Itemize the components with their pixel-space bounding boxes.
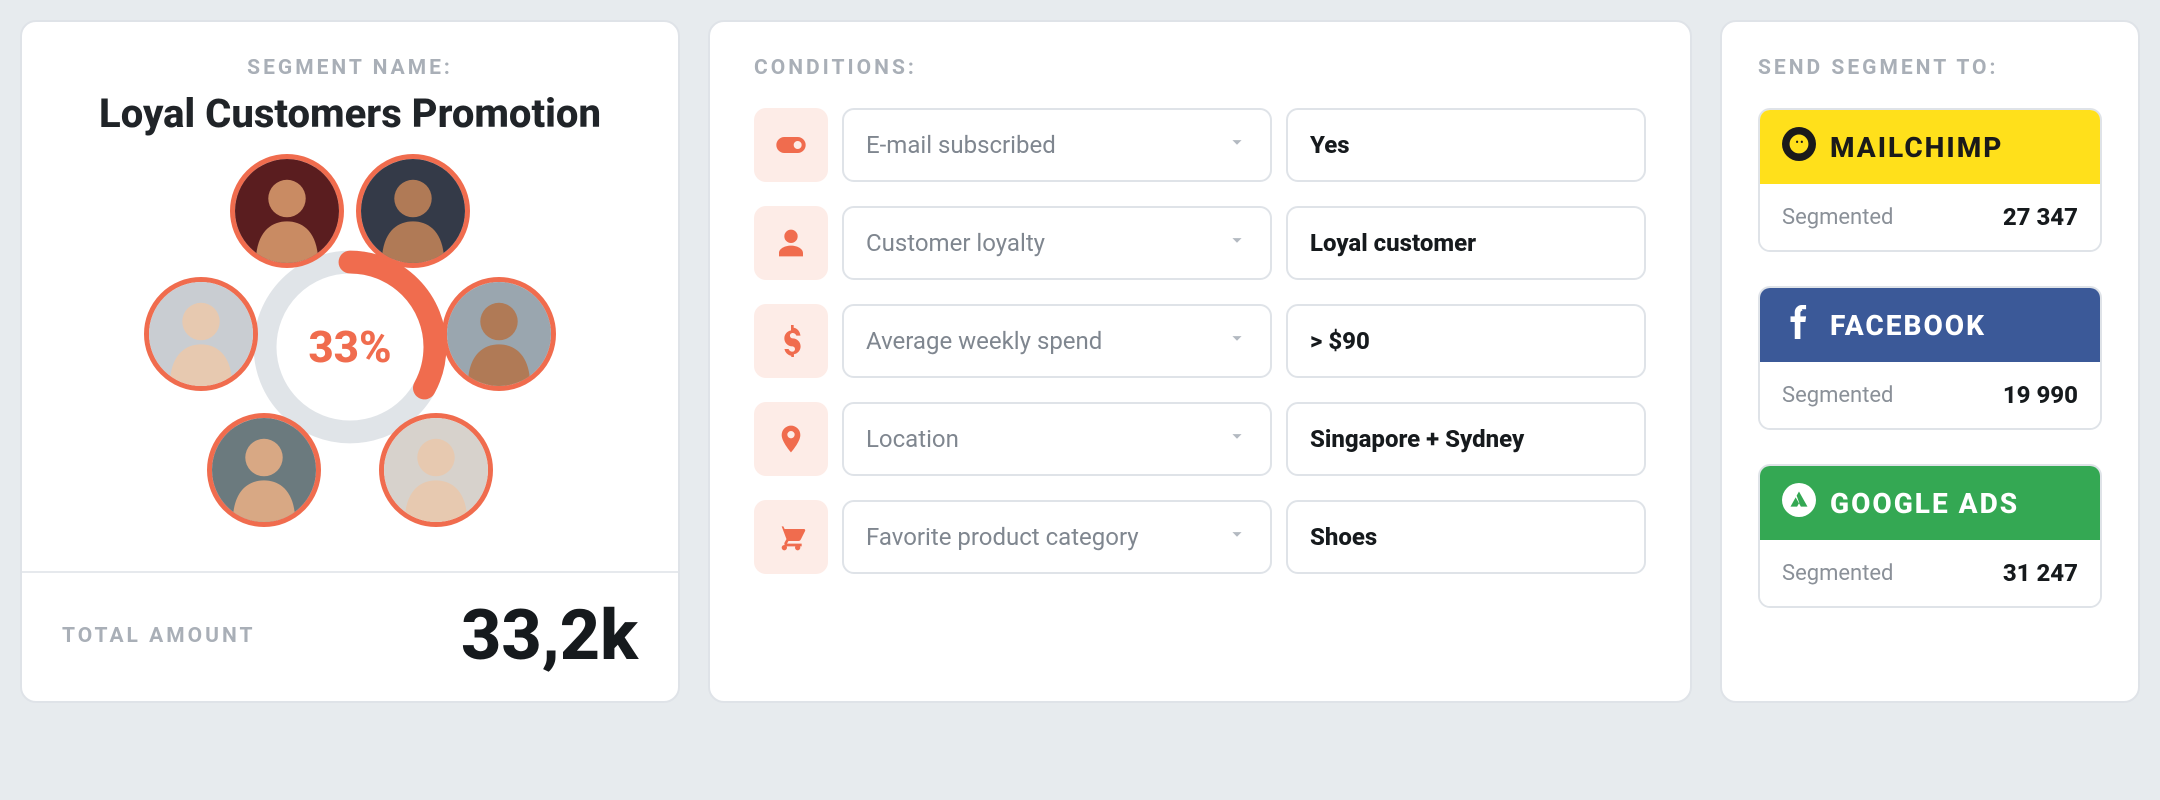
destination-name: GOOGLE ADS xyxy=(1830,487,2019,520)
condition-value-input[interactable]: Shoes xyxy=(1286,500,1646,574)
customer-avatar xyxy=(442,277,556,391)
mailchimp-icon xyxy=(1782,127,1816,168)
condition-value-input[interactable]: > $90 xyxy=(1286,304,1646,378)
condition-field-select[interactable]: Customer loyalty xyxy=(842,206,1272,280)
chevron-down-icon xyxy=(1226,229,1248,257)
chevron-down-icon xyxy=(1226,131,1248,159)
condition-value-input[interactable]: Loyal customer xyxy=(1286,206,1646,280)
chevron-down-icon xyxy=(1226,523,1248,551)
condition-row: Location Singapore + Sydney xyxy=(754,402,1646,476)
condition-field-label: Location xyxy=(866,425,959,453)
destination-count: 19 990 xyxy=(2003,381,2078,409)
conditions-label: CONDITIONS: xyxy=(754,56,1646,80)
condition-field-select[interactable]: Average weekly spend xyxy=(842,304,1272,378)
destination-status-label: Segmented xyxy=(1782,561,1893,586)
destinations-list: MAILCHIMP Segmented 27 347 FACEBOOK Segmente… xyxy=(1758,108,2102,608)
chevron-down-icon xyxy=(1226,327,1248,355)
googleads-icon xyxy=(1782,483,1816,524)
destination-header: FACEBOOK xyxy=(1760,288,2100,362)
customer-avatar xyxy=(144,277,258,391)
destination-count: 31 247 xyxy=(2003,559,2078,587)
destination-mailchimp[interactable]: MAILCHIMP Segmented 27 347 xyxy=(1758,108,2102,252)
condition-field-select[interactable]: Location xyxy=(842,402,1272,476)
total-amount-label: TOTAL AMOUNT xyxy=(62,624,255,648)
destination-name: MAILCHIMP xyxy=(1830,131,2003,164)
condition-value-text: > $90 xyxy=(1310,327,1370,355)
condition-value-input[interactable]: Yes xyxy=(1286,108,1646,182)
condition-value-text: Shoes xyxy=(1310,523,1377,551)
condition-field-label: Average weekly spend xyxy=(866,327,1102,355)
destination-status-label: Segmented xyxy=(1782,205,1893,230)
segment-title: Loyal Customers Promotion xyxy=(62,90,638,137)
condition-value-input[interactable]: Singapore + Sydney xyxy=(1286,402,1646,476)
condition-row: Average weekly spend > $90 xyxy=(754,304,1646,378)
condition-field-select[interactable]: Favorite product category xyxy=(842,500,1272,574)
condition-row: Favorite product category Shoes xyxy=(754,500,1646,574)
segment-name-label: SEGMENT NAME: xyxy=(62,56,638,80)
destination-name: FACEBOOK xyxy=(1830,309,1986,342)
destination-facebook[interactable]: FACEBOOK Segmented 19 990 xyxy=(1758,286,2102,430)
customer-avatar xyxy=(379,413,493,527)
destination-body: Segmented 19 990 xyxy=(1760,362,2100,428)
condition-row: Customer loyalty Loyal customer xyxy=(754,206,1646,280)
conditions-list: E-mail subscribed Yes Customer loyalty Loya… xyxy=(754,108,1646,574)
customer-avatar xyxy=(230,154,344,268)
destinations-label: SEND SEGMENT TO: xyxy=(1758,56,2102,80)
destination-header: MAILCHIMP xyxy=(1760,110,2100,184)
customer-avatar xyxy=(207,413,321,527)
person-icon xyxy=(754,206,828,280)
toggle-icon xyxy=(754,108,828,182)
segment-summary-card: SEGMENT NAME: Loyal Customers Promotion … xyxy=(20,20,680,703)
destination-body: Segmented 27 347 xyxy=(1760,184,2100,250)
cart-icon xyxy=(754,500,828,574)
condition-value-text: Singapore + Sydney xyxy=(1310,425,1524,453)
dollar-icon xyxy=(754,304,828,378)
condition-row: E-mail subscribed Yes xyxy=(754,108,1646,182)
dashboard-row: SEGMENT NAME: Loyal Customers Promotion … xyxy=(20,20,2140,703)
conditions-card: CONDITIONS: E-mail subscribed Yes Customer… xyxy=(708,20,1692,703)
destination-header: GOOGLE ADS xyxy=(1760,466,2100,540)
destination-status-label: Segmented xyxy=(1782,383,1893,408)
condition-field-label: E-mail subscribed xyxy=(866,131,1056,159)
segment-avatar-cluster: 33% xyxy=(140,147,560,547)
chevron-down-icon xyxy=(1226,425,1248,453)
condition-value-text: Yes xyxy=(1310,131,1350,159)
total-amount-value: 33,2k xyxy=(461,601,638,671)
customer-avatar xyxy=(356,154,470,268)
segment-total-row: TOTAL AMOUNT 33,2k xyxy=(22,571,678,701)
destination-count: 27 347 xyxy=(2003,203,2078,231)
condition-field-label: Favorite product category xyxy=(866,523,1139,551)
condition-field-label: Customer loyalty xyxy=(866,229,1045,257)
destination-body: Segmented 31 247 xyxy=(1760,540,2100,606)
location-icon xyxy=(754,402,828,476)
facebook-icon xyxy=(1782,305,1816,346)
destination-googleads[interactable]: GOOGLE ADS Segmented 31 247 xyxy=(1758,464,2102,608)
destinations-card: SEND SEGMENT TO: MAILCHIMP Segmented 27 34… xyxy=(1720,20,2140,703)
segment-top: SEGMENT NAME: Loyal Customers Promotion … xyxy=(22,22,678,571)
condition-value-text: Loyal customer xyxy=(1310,229,1476,257)
condition-field-select[interactable]: E-mail subscribed xyxy=(842,108,1272,182)
